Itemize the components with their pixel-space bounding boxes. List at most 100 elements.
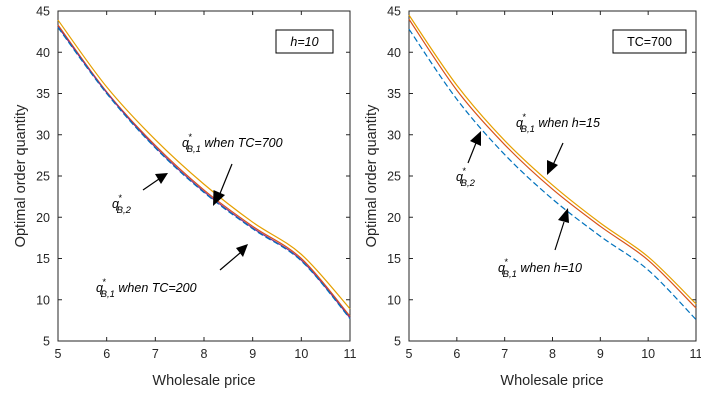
right-series-line-0 <box>408 14 697 305</box>
ann-sup: * <box>462 166 466 177</box>
left-arrow-tc200 <box>219 244 248 271</box>
annotation-q-b1-h15: q* B,1 when h=15 <box>516 112 600 135</box>
arrow-head <box>155 173 168 184</box>
arrow-head <box>213 190 225 206</box>
ann-base: q <box>516 116 523 130</box>
right-ytick-label: 30 <box>387 128 401 142</box>
annotation-q-b1-h10: q* B,1 when h=10 <box>498 257 582 280</box>
ann-base: q <box>456 170 463 184</box>
arrow-head <box>558 208 569 223</box>
right-legend-frame <box>612 29 687 54</box>
right-ylabel: Optimal order quantity <box>364 104 380 247</box>
right-xtick-label: 7 <box>501 347 508 361</box>
ann-rest: when h=15 <box>535 116 600 130</box>
right-ytick-label: 5 <box>394 335 401 349</box>
left-xtick-label: 9 <box>249 347 256 361</box>
left-ytick-label: 35 <box>36 87 50 101</box>
left-series-line-3 <box>57 27 351 320</box>
left-ytick-label: 40 <box>36 46 50 60</box>
right-arrow-h15 <box>547 142 564 175</box>
ann-base: q <box>112 197 119 211</box>
left-xtick-label: 5 <box>55 347 62 361</box>
right-plot-area <box>408 10 697 342</box>
left-ytick-label: 25 <box>36 170 50 184</box>
right-axes: 5 6 7 8 9 10 11 5 10 15 20 25 30 35 40 45 <box>387 5 701 362</box>
left-xlabel: Wholesale price <box>152 373 255 389</box>
left-ytick-label: 10 <box>36 293 50 307</box>
annotation-q-b1-tc200: q* B,1 when TC=200 <box>96 277 197 300</box>
ann-base: q <box>498 261 505 275</box>
left-xtick-label: 10 <box>294 347 308 361</box>
ann-sub: B,1 <box>503 269 517 280</box>
right-annotations: q* B,1 when h=15 q* B,2 q* B,1 when h=10 <box>456 112 600 280</box>
right-xtick-label: 9 <box>597 347 604 361</box>
arrow-shaft <box>219 252 241 271</box>
right-ytick-label: 40 <box>387 46 401 60</box>
left-series <box>57 19 351 320</box>
right-xtick-label: 6 <box>453 347 460 361</box>
right-ytick-label: 45 <box>387 5 401 19</box>
right-ytick-label: 35 <box>387 87 401 101</box>
left-series-line-2 <box>57 26 351 319</box>
annotation-q-b2-right: q* B,2 <box>456 166 476 189</box>
right-ytick-label: 10 <box>387 293 401 307</box>
ann-sub: B,2 <box>117 205 132 216</box>
left-axes: 5 6 7 8 9 10 11 5 10 15 20 25 30 35 40 45 <box>36 5 356 362</box>
left-arrow-qb2 <box>142 173 168 191</box>
ann-sup: * <box>188 132 192 143</box>
left-ytick-label: 5 <box>43 335 50 349</box>
right-arrow-h10 <box>554 208 569 251</box>
left-plot-area <box>57 10 351 342</box>
annotation-q-b2-left: q* B,2 <box>112 193 132 216</box>
left-legend-box: h=10 <box>275 29 334 54</box>
ann-sup: * <box>504 257 508 268</box>
right-panel: 5 6 7 8 9 10 11 5 10 15 20 25 30 35 40 45 TC=700 q* B,1 … <box>364 5 701 390</box>
ann-base: q <box>96 281 103 295</box>
arrow-shaft <box>552 142 564 166</box>
arrow-shaft <box>467 142 477 164</box>
annotation-q-b1-tc700: q* B,1 when TC=700 <box>182 132 283 155</box>
left-ytick-label: 15 <box>36 252 50 266</box>
left-legend-frame <box>275 29 334 54</box>
left-annotations: q* B,1 when TC=700 q* B,2 q* B,1 when TC=20… <box>96 132 283 300</box>
arrow-shaft <box>142 178 160 191</box>
left-xtick-label: 8 <box>201 347 208 361</box>
right-ytick-label: 20 <box>387 211 401 225</box>
arrow-head <box>470 131 481 146</box>
ann-sub: B,1 <box>187 144 201 155</box>
arrow-shaft <box>554 221 565 251</box>
left-xtick-label: 11 <box>344 347 357 361</box>
right-xtick-label: 5 <box>406 347 413 361</box>
ann-sub: B,1 <box>521 124 535 135</box>
right-series <box>408 14 697 320</box>
left-legend-text: h=10 <box>290 35 318 49</box>
right-ytick-label: 25 <box>387 170 401 184</box>
right-series-line-2 <box>408 28 697 320</box>
left-ytick-label: 45 <box>36 5 50 19</box>
left-ytick-label: 30 <box>36 128 50 142</box>
ann-sup: * <box>102 277 106 288</box>
left-ytick-label: 20 <box>36 211 50 225</box>
right-legend-box: TC=700 <box>612 29 687 54</box>
left-xtick-label: 6 <box>103 347 110 361</box>
right-ytick-label: 15 <box>387 252 401 266</box>
left-xtick-label: 7 <box>152 347 159 361</box>
ann-base: q <box>182 136 189 150</box>
right-xtick-label: 8 <box>549 347 556 361</box>
arrow-shaft <box>218 163 233 197</box>
arrow-head <box>547 160 558 175</box>
right-xtick-label: 11 <box>690 347 701 361</box>
right-legend-text: TC=700 <box>627 35 672 49</box>
left-arrow-tc700 <box>213 163 233 206</box>
left-ylabel: Optimal order quantity <box>13 104 29 247</box>
ann-rest: when TC=200 <box>115 281 197 295</box>
right-arrow-qb2 <box>467 131 481 164</box>
arrow-head <box>236 244 248 257</box>
right-series-line-1 <box>408 18 697 309</box>
left-series-line-0 <box>57 19 351 310</box>
ann-rest: when h=10 <box>517 261 582 275</box>
right-xlabel: Wholesale price <box>500 373 603 389</box>
ann-sub: B,2 <box>461 178 476 189</box>
